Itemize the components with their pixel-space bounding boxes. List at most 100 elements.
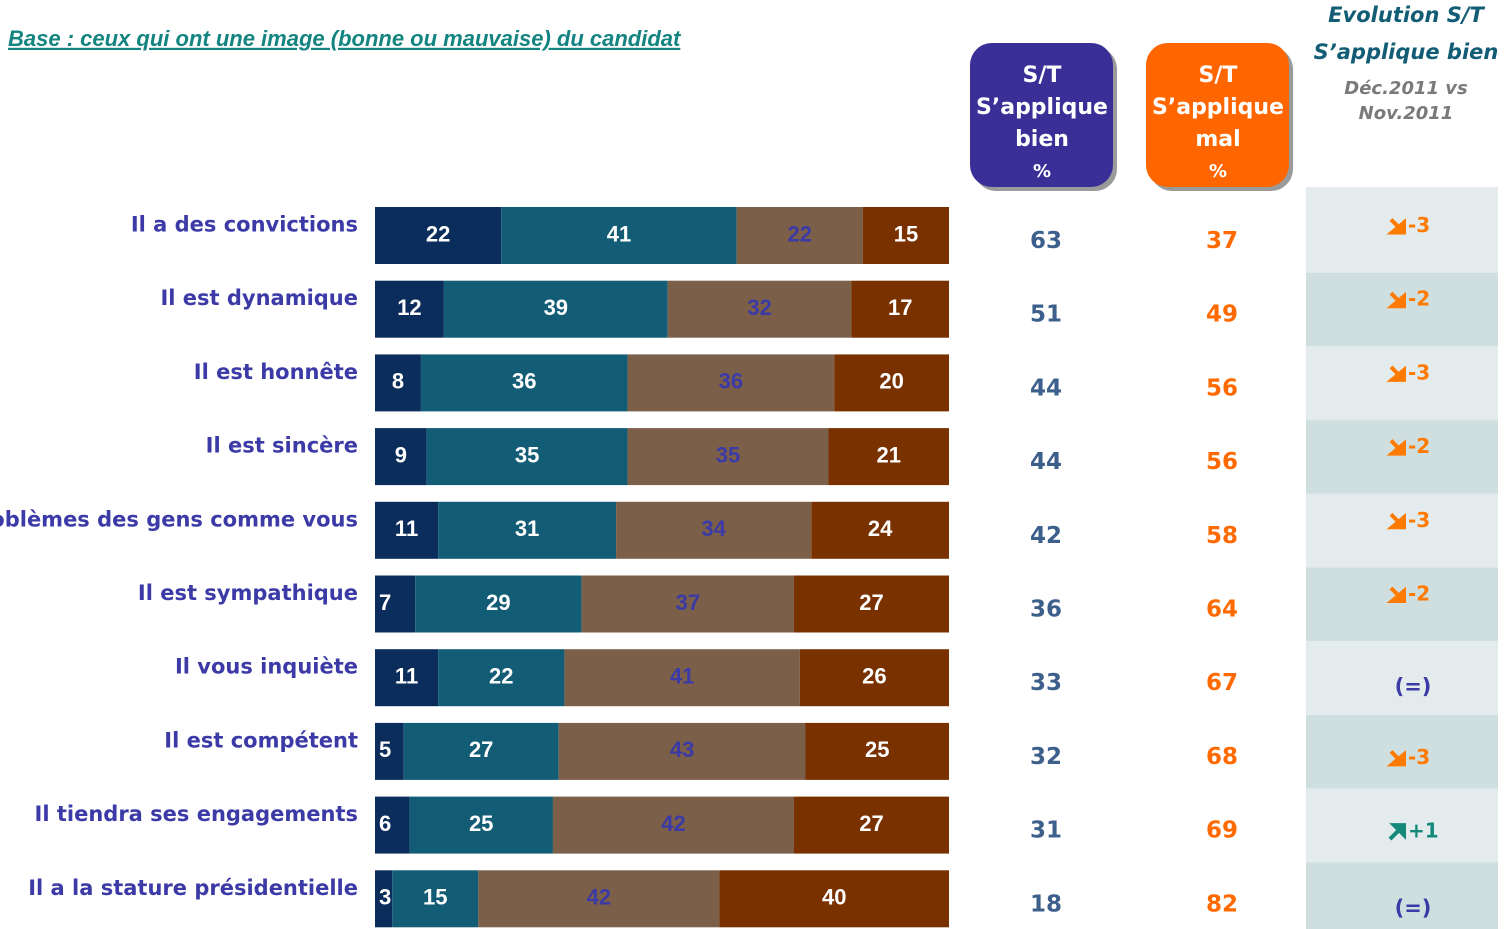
- bar-segment: [667, 280, 852, 338]
- evolution-cell: [1306, 493, 1498, 568]
- header-text: S’applique: [1152, 95, 1284, 120]
- trend-arrow: [1388, 823, 1406, 841]
- bar-segment: [375, 207, 502, 264]
- category-label: Il a des convictions: [131, 213, 358, 237]
- bar-segment: [375, 870, 393, 928]
- column-value: 58: [1206, 523, 1238, 549]
- header-box: [970, 43, 1113, 187]
- bar-segment: [392, 870, 479, 928]
- evolution-value: -2: [1408, 582, 1430, 606]
- bar-segment: [736, 207, 863, 264]
- bar-segment: [627, 428, 829, 486]
- bar-segment: [552, 796, 795, 854]
- segment-label: 31: [515, 516, 539, 541]
- column-value: 37: [1206, 228, 1238, 254]
- bar-segment: [426, 428, 628, 486]
- trend-arrow: [1386, 749, 1406, 767]
- column-value: 18: [1030, 891, 1062, 917]
- bar-segment: [558, 722, 806, 780]
- evolution-value: -3: [1408, 508, 1430, 532]
- bar-segment: [564, 649, 800, 707]
- header-box: [1146, 43, 1289, 187]
- category-label: Il est sincère: [206, 434, 358, 458]
- segment-label: 17: [888, 295, 912, 320]
- bar-segment: [805, 722, 949, 780]
- segment-label: 9: [395, 442, 407, 467]
- segment-label: 22: [788, 221, 812, 246]
- segment-label: 25: [865, 737, 889, 762]
- evolution-header: Déc.2011 vs: [1344, 78, 1468, 99]
- category-label: Il vous inquiète: [175, 655, 358, 679]
- trend-arrow: [1386, 439, 1406, 456]
- evolution-cell: [1306, 272, 1498, 347]
- evolution-value: +1: [1408, 819, 1439, 843]
- evolution-header: S’applique bien: [1314, 40, 1499, 64]
- segment-label: 6: [379, 811, 391, 836]
- segment-label: 7: [379, 590, 391, 615]
- segment-label: 24: [868, 516, 893, 541]
- bar-segment: [409, 796, 553, 854]
- bar-segment: [403, 722, 559, 780]
- bar-segment: [811, 501, 949, 559]
- column-value: 56: [1206, 375, 1238, 401]
- segment-label: 27: [859, 590, 883, 615]
- bar-segment: [375, 280, 444, 338]
- trend-arrow: [1386, 218, 1406, 235]
- bar-segment: [581, 575, 795, 633]
- segment-label: 25: [469, 811, 493, 836]
- bar-segment: [794, 575, 949, 633]
- category-label: Il est compétent: [164, 728, 358, 752]
- column-value: 36: [1030, 597, 1062, 623]
- column-value: 31: [1030, 818, 1062, 844]
- subtitle: Base : ceux qui ont une image (bonne ou …: [8, 26, 682, 51]
- segment-label: 12: [397, 295, 421, 320]
- header-text: S/T: [1199, 63, 1238, 88]
- evolution-value: -3: [1408, 213, 1430, 237]
- segment-label: 43: [670, 737, 694, 762]
- evolution-header: Nov.2011: [1359, 103, 1454, 124]
- segment-label: 26: [862, 664, 886, 689]
- category-label: Il est honnête: [194, 360, 358, 384]
- header-text: bien: [1015, 127, 1069, 152]
- trend-arrow: [1386, 512, 1406, 530]
- segment-label: 35: [515, 442, 539, 467]
- column-value: 33: [1030, 670, 1062, 696]
- column-value: 69: [1206, 818, 1238, 844]
- evolution-value: (=): [1395, 896, 1432, 920]
- category-label: Il a la stature présidentielle: [28, 876, 358, 900]
- segment-label: 8: [392, 369, 404, 394]
- bar-segment: [375, 575, 416, 633]
- evolution-cell: [1306, 420, 1498, 494]
- header-text: mal: [1195, 127, 1240, 152]
- bar-segment: [501, 207, 737, 264]
- evolution-value: -3: [1408, 360, 1430, 384]
- segment-label: 35: [716, 442, 740, 467]
- segment-label: 15: [423, 885, 447, 910]
- segment-label: 36: [512, 369, 536, 394]
- category-label: Il tiendra ses engagements: [35, 802, 358, 826]
- segment-label: 34: [701, 516, 726, 541]
- segment-label: 3: [379, 885, 391, 910]
- segment-label: 22: [426, 221, 450, 246]
- segment-label: 40: [822, 885, 846, 910]
- segment-label: 37: [676, 590, 700, 615]
- segment-label: 20: [879, 369, 903, 394]
- bar-segment: [443, 280, 668, 338]
- evolution-cell: [1306, 346, 1498, 421]
- bar-segment: [851, 280, 949, 338]
- category-label: Il est sympathique: [138, 581, 358, 605]
- column-value: 42: [1030, 523, 1062, 549]
- column-value: 51: [1030, 302, 1062, 328]
- bar-segment: [616, 501, 812, 559]
- segment-label: 42: [587, 885, 611, 910]
- column-value: 67: [1206, 670, 1238, 696]
- bar-segment: [828, 428, 949, 486]
- category-label: Il est dynamique: [160, 286, 358, 310]
- bar-segment: [719, 870, 949, 928]
- segment-label: 15: [894, 221, 918, 246]
- segment-label: 11: [395, 516, 418, 541]
- segment-label: 27: [469, 737, 493, 762]
- bar-segment: [438, 649, 565, 707]
- segment-label: 5: [379, 737, 391, 762]
- segment-label: 32: [747, 295, 771, 320]
